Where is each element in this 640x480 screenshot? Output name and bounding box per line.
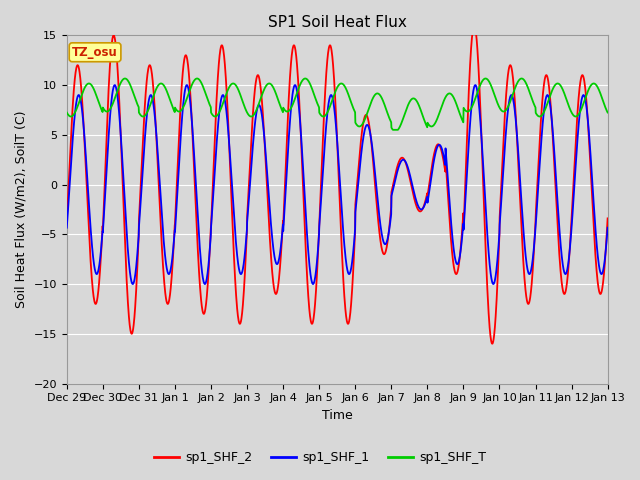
sp1_SHF_1 (495, 241, 502, 247)
Text: TZ_osu: TZ_osu (72, 46, 118, 59)
sp1_SHF_T (389, 127, 397, 133)
sp1_SHF_T (556, 82, 564, 88)
sp1_SHF_2 (604, 216, 611, 221)
sp1_SHF_1 (556, 238, 564, 243)
sp1_SHF_T (353, 122, 361, 128)
Line: sp1_SHF_2: sp1_SHF_2 (67, 25, 607, 344)
Line: sp1_SHF_T: sp1_SHF_T (67, 79, 607, 130)
Y-axis label: Soil Heat Flux (W/m2), SoilT (C): Soil Heat Flux (W/m2), SoilT (C) (15, 111, 28, 308)
Legend: sp1_SHF_2, sp1_SHF_1, sp1_SHF_T: sp1_SHF_2, sp1_SHF_1, sp1_SHF_T (148, 446, 492, 469)
sp1_SHF_1 (309, 281, 317, 287)
sp1_SHF_2 (572, 145, 579, 151)
sp1_SHF_1 (214, 128, 221, 134)
sp1_SHF_2 (214, 79, 221, 84)
sp1_SHF_1 (63, 225, 70, 230)
Title: SP1 Soil Heat Flux: SP1 Soil Heat Flux (268, 15, 406, 30)
sp1_SHF_2 (488, 341, 496, 347)
sp1_SHF_T (604, 109, 611, 115)
sp1_SHF_2 (495, 252, 502, 257)
sp1_SHF_2 (365, 118, 372, 123)
Line: sp1_SHF_1: sp1_SHF_1 (67, 85, 607, 284)
sp1_SHF_2 (470, 23, 478, 28)
sp1_SHF_T (572, 114, 579, 120)
sp1_SHF_T (214, 112, 221, 118)
sp1_SHF_1 (291, 82, 299, 88)
sp1_SHF_T (301, 76, 309, 82)
sp1_SHF_1 (365, 125, 372, 131)
X-axis label: Time: Time (322, 409, 353, 422)
sp1_SHF_2 (556, 264, 564, 270)
sp1_SHF_2 (353, 187, 360, 192)
sp1_SHF_2 (63, 218, 70, 224)
sp1_SHF_1 (353, 192, 361, 198)
sp1_SHF_T (495, 103, 502, 109)
sp1_SHF_1 (604, 225, 611, 230)
sp1_SHF_T (365, 106, 372, 112)
sp1_SHF_T (63, 109, 70, 115)
sp1_SHF_1 (572, 168, 579, 174)
